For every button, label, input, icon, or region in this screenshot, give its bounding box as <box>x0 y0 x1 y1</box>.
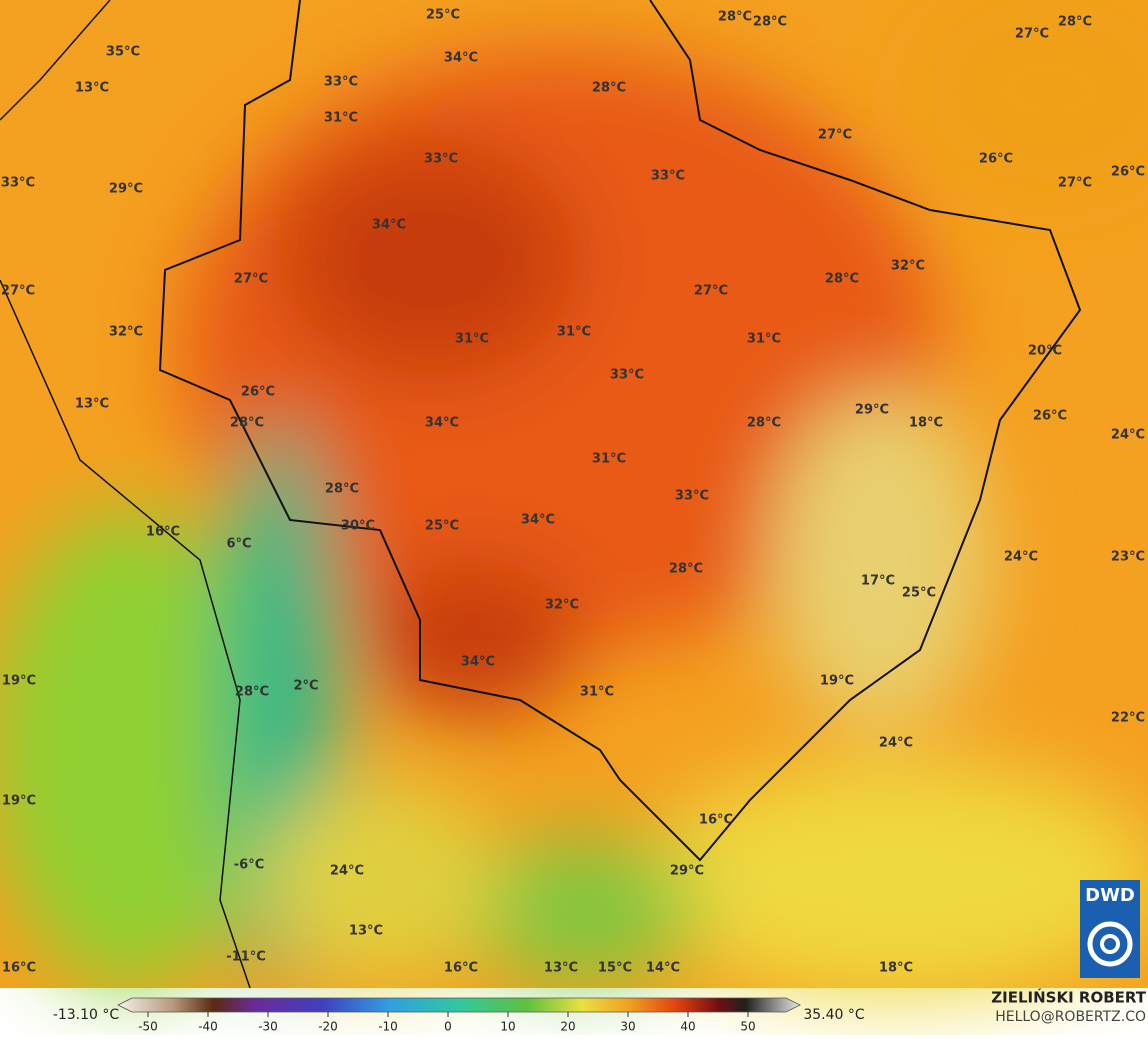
temperature-label: 32°C <box>109 325 143 340</box>
colorbar-tick-label: 20 <box>560 1020 575 1034</box>
temperature-label: 16°C <box>699 813 733 828</box>
temperature-label: 27°C <box>1 284 35 299</box>
temperature-label: 27°C <box>694 284 728 299</box>
colorbar-tick-label: 50 <box>740 1020 755 1034</box>
temperature-label: 33°C <box>424 152 458 167</box>
temperature-label: 31°C <box>455 332 489 347</box>
temperature-label: 31°C <box>580 685 614 700</box>
temperature-label: 29°C <box>855 403 889 418</box>
temperature-label: 31°C <box>747 332 781 347</box>
temperature-label: 30°C <box>341 519 375 534</box>
colorbar-tick-label: -50 <box>138 1020 158 1034</box>
temperature-label: -6°C <box>234 858 264 873</box>
temperature-label: 16°C <box>444 961 478 976</box>
temperature-label: 28°C <box>230 416 264 431</box>
temperature-label: 33°C <box>1 176 35 191</box>
temperature-label: 34°C <box>521 513 555 528</box>
temperature-label: 29°C <box>670 864 704 879</box>
temperature-label: 32°C <box>545 598 579 613</box>
temperature-label: 13°C <box>75 81 109 96</box>
temperature-label: 28°C <box>669 562 703 577</box>
temperature-label: 28°C <box>718 10 752 25</box>
temperature-label: 18°C <box>879 961 913 976</box>
temperature-label: 13°C <box>75 397 109 412</box>
temperature-label: 27°C <box>1058 176 1092 191</box>
temperature-label: 14°C <box>646 961 680 976</box>
temperature-label: 31°C <box>592 452 626 467</box>
temperature-label: 17°C <box>861 574 895 589</box>
colorbar-tick-label: -30 <box>258 1020 278 1034</box>
temperature-label: 13°C <box>544 961 578 976</box>
temperature-label: 2°C <box>293 679 318 694</box>
temperature-label: 24°C <box>1111 428 1145 443</box>
temperature-label: 34°C <box>425 416 459 431</box>
temperature-label: 18°C <box>909 416 943 431</box>
temperature-label: 31°C <box>557 325 591 340</box>
temperature-label: 28°C <box>753 15 787 30</box>
temperature-label: 6°C <box>226 537 251 552</box>
temperature-label: 26°C <box>1111 165 1145 180</box>
temperature-label: 19°C <box>820 674 854 689</box>
temperature-label: 25°C <box>425 519 459 534</box>
temperature-label: 16°C <box>2 961 36 976</box>
colorbar-min: -13.10 °C <box>53 1007 120 1023</box>
temperature-label: 27°C <box>818 128 852 143</box>
logo-text: DWD <box>1085 885 1135 906</box>
temperature-label: 25°C <box>426 8 460 23</box>
temperature-label: 26°C <box>1033 409 1067 424</box>
temperature-label: 24°C <box>1004 550 1038 565</box>
author: ZIELIŃSKI ROBERT <box>991 988 1146 1007</box>
temperature-label: 27°C <box>234 272 268 287</box>
temperature-label: 15°C <box>598 961 632 976</box>
temperature-label: 34°C <box>444 51 478 66</box>
temperature-label: 28°C <box>825 272 859 287</box>
temperature-label: 26°C <box>979 152 1013 167</box>
temperature-label: 35°C <box>106 45 140 60</box>
temperature-label: 29°C <box>109 182 143 197</box>
colorbar-tick-label: -20 <box>318 1020 338 1034</box>
temperature-label: 22°C <box>1111 711 1145 726</box>
colorbar-tick-label: -40 <box>198 1020 218 1034</box>
temperature-label: 28°C <box>1058 15 1092 30</box>
temperature-label: 19°C <box>2 674 36 689</box>
colorbar-max: 35.40 °C <box>803 1007 865 1023</box>
colorbar-tick-label: 40 <box>680 1020 695 1034</box>
temperature-label: 24°C <box>879 736 913 751</box>
temperature-label: 16°C <box>146 525 180 540</box>
temperature-label: 33°C <box>675 489 709 504</box>
colorbar-tick-label: 30 <box>620 1020 635 1034</box>
temperature-label: 26°C <box>241 385 275 400</box>
colorbar-tick-label: 0 <box>444 1020 452 1034</box>
temperature-label: 25°C <box>902 586 936 601</box>
temperature-label: 24°C <box>330 864 364 879</box>
temperature-label: 31°C <box>324 111 358 126</box>
temperature-label: 27°C <box>1015 27 1049 42</box>
temperature-label: 20°C <box>1028 344 1062 359</box>
temperature-label: 28°C <box>747 416 781 431</box>
temperature-label: 34°C <box>372 218 406 233</box>
email: HELLO@ROBERTZ.CO <box>995 1009 1146 1025</box>
temperature-label: -11°C <box>226 950 266 965</box>
dwd-logo: DWD <box>1080 880 1140 978</box>
temperature-label: 28°C <box>592 81 626 96</box>
temperature-label: 33°C <box>610 368 644 383</box>
temperature-label: 28°C <box>325 482 359 497</box>
colorbar-tick-label: -10 <box>378 1020 398 1034</box>
temperature-label: 19°C <box>2 794 36 809</box>
colorbar <box>117 997 801 1013</box>
temperature-label: 32°C <box>891 259 925 274</box>
temperature-label: 34°C <box>461 655 495 670</box>
temperature-label: 33°C <box>324 75 358 90</box>
map-background <box>0 0 1148 1000</box>
temperature-label: 13°C <box>349 924 383 939</box>
temperature-label: 23°C <box>1111 550 1145 565</box>
colorbar-tick-label: 10 <box>500 1020 515 1034</box>
temperature-label: 28°C <box>235 685 269 700</box>
temperature-label: 33°C <box>651 169 685 184</box>
